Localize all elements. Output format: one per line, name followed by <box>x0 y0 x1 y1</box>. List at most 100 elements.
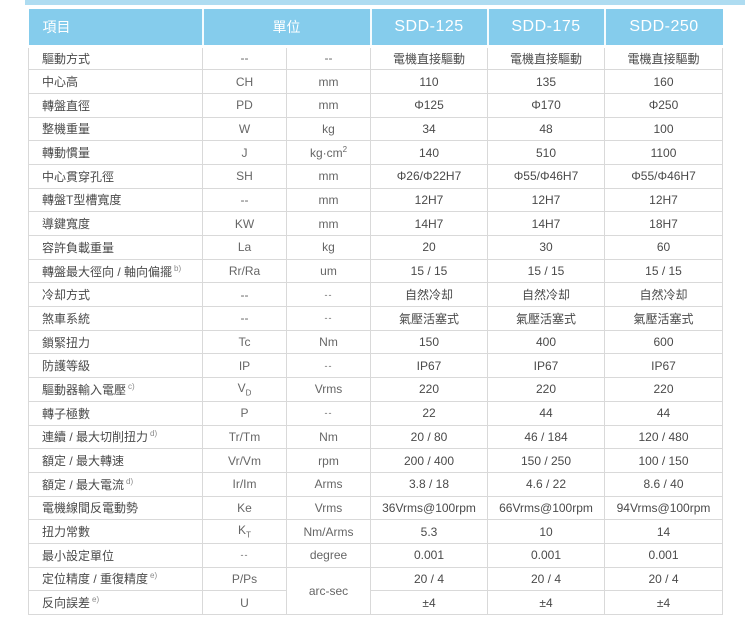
unit-cell: Nm <box>286 329 371 355</box>
symbol-cell: Ke <box>202 495 287 521</box>
unit-cell: -- <box>286 45 371 71</box>
value-cell: 20 / 4 <box>487 566 605 592</box>
value-cell: 150 / 250 <box>487 448 605 473</box>
unit-cell: kg <box>286 235 371 260</box>
spec-table-body: 驅動方式 -- -- 電機直接驅動 電機直接驅動 電機直接驅動 中心高 CH mm 110 135 1… <box>28 45 723 616</box>
symbol-cell: -- <box>202 187 287 213</box>
value-cell: Φ170 <box>487 92 605 118</box>
value-cell: 12H7 <box>370 187 488 213</box>
value-cell: 22 <box>370 400 488 426</box>
value-cell: 44 <box>487 400 605 426</box>
value-cell: ±4 <box>604 590 723 615</box>
value-cell: 200 / 400 <box>370 448 488 473</box>
value-cell: 135 <box>487 69 605 94</box>
item-cell: 轉盤直徑 <box>28 92 203 118</box>
value-cell: 94Vrms@100rpm <box>604 495 723 521</box>
unit-cell: mm <box>286 163 371 189</box>
symbol-cell: La <box>202 235 287 260</box>
value-cell: Φ250 <box>604 92 723 118</box>
top-accent-strip <box>25 0 745 5</box>
value-cell: 10 <box>487 519 605 544</box>
unit-cell: mm <box>286 69 371 94</box>
item-cell: 轉盤T型槽寬度 <box>28 187 203 213</box>
symbol-cell: Ir/Im <box>202 471 287 497</box>
unit-cell: Vrms <box>286 495 371 521</box>
unit-cell: mm <box>286 187 371 213</box>
header-row: 項目 單位 SDD-125 SDD-175 SDD-250 <box>28 9 723 48</box>
spec-row: 驅動方式 -- -- 電機直接驅動 電機直接驅動 電機直接驅動 <box>28 45 723 71</box>
value-cell: 0.001 <box>370 542 488 568</box>
value-cell: 18H7 <box>604 211 723 236</box>
symbol-cell: CH <box>202 69 287 94</box>
value-cell: 5.3 <box>370 519 488 544</box>
item-cell: 轉動慣量 <box>28 140 203 165</box>
spec-row: 定位精度 / 重復精度 e) P/Ps arc-sec 20 / 4 20 / 4 20 /… <box>28 566 723 616</box>
value-cell: 12H7 <box>604 187 723 213</box>
value-cell: 140 <box>370 140 488 165</box>
unit-cell: -- <box>286 400 371 426</box>
item-cell: 最小設定單位 <box>28 542 203 568</box>
item-cell: 驅動方式 <box>28 45 203 71</box>
spec-table: 項目 單位 SDD-125 SDD-175 SDD-250 驅動方式 -- -- 電機直接… <box>28 9 723 616</box>
item-cell: 扭力常數 <box>28 519 203 544</box>
unit-cell: mm <box>286 211 371 236</box>
unit-cell: Arms <box>286 471 371 497</box>
value-cell: 15 / 15 <box>487 258 605 284</box>
symbol-cell: P <box>202 400 287 426</box>
value-cell: 34 <box>370 116 488 142</box>
spec-row: 鎖緊扭力 Tc Nm 150 400 600 <box>28 329 723 355</box>
symbol-cell: VD <box>202 377 287 402</box>
spec-row: 導鍵寬度 KW mm 14H7 14H7 18H7 <box>28 211 723 236</box>
value-cell: 氣壓活塞式 <box>487 306 605 331</box>
symbol-cell: Rr/Ra <box>202 258 287 284</box>
spec-row: 額定 / 最大電流 d) Ir/Im Arms 3.8 / 18 4.6 / 22 8.6 … <box>28 471 723 497</box>
symbol-cell: -- <box>202 282 287 308</box>
value-cell: 14 <box>604 519 723 544</box>
value-cell: 48 <box>487 116 605 142</box>
symbol-cell: PD <box>202 92 287 118</box>
symbol-cell: Tc <box>202 329 287 355</box>
value-cell: 20 / 80 <box>370 424 488 450</box>
value-cell: 15 / 15 <box>604 258 723 284</box>
symbol-cell: -- <box>202 542 287 568</box>
value-cell: IP67 <box>487 353 605 379</box>
product-header-sdd-250: SDD-250 <box>603 9 723 48</box>
spec-row: 反向誤差 e) U ±4 ±4 ±4 <box>28 590 723 615</box>
value-cell: 4.6 / 22 <box>487 471 605 497</box>
symbol-cell: U <box>202 590 287 615</box>
symbol-cell: Tr/Tm <box>202 424 287 450</box>
value-cell: 46 / 184 <box>487 424 605 450</box>
unit-cell: Vrms <box>286 377 371 402</box>
symbol-cell: Vr/Vm <box>202 448 287 473</box>
symbol-cell: KW <box>202 211 287 236</box>
value-cell: 0.001 <box>487 542 605 568</box>
product-header-sdd-125: SDD-125 <box>369 9 488 48</box>
unit-cell: -- <box>286 353 371 379</box>
value-cell: 電機直接驅動 <box>370 45 488 71</box>
value-cell: 30 <box>487 235 605 260</box>
item-cell: 冷却方式 <box>28 282 203 308</box>
unit-cell: degree <box>286 542 371 568</box>
item-cell: 定位精度 / 重復精度 e) <box>28 566 203 592</box>
item-cell: 額定 / 最大轉速 <box>28 448 203 473</box>
value-cell: 自然冷却 <box>487 282 605 308</box>
value-cell: 510 <box>487 140 605 165</box>
value-cell: 12H7 <box>487 187 605 213</box>
symbol-cell: -- <box>202 45 287 71</box>
spec-row: 煞車系統 -- -- 氣壓活塞式 氣壓活塞式 氣壓活塞式 <box>28 306 723 331</box>
value-cell: 1100 <box>604 140 723 165</box>
spec-row: 防護等級 IP -- IP67 IP67 IP67 <box>28 353 723 379</box>
item-cell: 中心高 <box>28 69 203 94</box>
value-cell: 20 <box>370 235 488 260</box>
spec-row: 驅動器輸入電壓 c) VD Vrms 220 220 220 <box>28 377 723 402</box>
value-cell: 160 <box>604 69 723 94</box>
value-cell: 220 <box>604 377 723 402</box>
spec-row: 冷却方式 -- -- 自然冷却 自然冷却 自然冷却 <box>28 282 723 308</box>
spec-row: 轉盤最大徑向 / 軸向偏擺 b) Rr/Ra um 15 / 15 15 / 15 15 /… <box>28 258 723 284</box>
unit-cell: arc-sec <box>286 566 371 616</box>
value-cell: ±4 <box>487 590 605 615</box>
item-cell: 煞車系統 <box>28 306 203 331</box>
